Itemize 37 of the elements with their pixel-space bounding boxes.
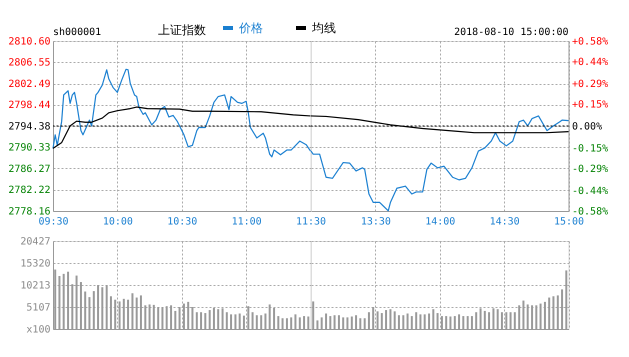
x-tick-label: 11:00 — [232, 216, 262, 228]
text: +0.29% — [572, 79, 608, 90]
y-tick-label: 2794.38 — [8, 122, 50, 132]
x-tick-label: 13:30 — [360, 216, 391, 228]
y-tick-label: x100 — [26, 324, 50, 336]
text: -0.58% — [572, 206, 608, 218]
text: 0.00% — [572, 122, 602, 132]
y-tick-label: 15320 — [20, 258, 50, 270]
x-tick-label: 09:30 — [38, 216, 69, 228]
text: -0.29% — [572, 164, 608, 175]
x-tick-label: 15:00 — [554, 216, 584, 228]
y-tick-label: 2802.49 — [8, 79, 50, 90]
x-tick-label: 11:30 — [296, 216, 326, 228]
legend-label: 价格 — [238, 21, 263, 35]
text: +0.58% — [572, 36, 608, 48]
legend-label: 均线 — [311, 21, 336, 35]
text: sh000001 — [53, 27, 102, 38]
y-tick-label: 2790.33 — [8, 142, 50, 154]
text: +0.44% — [572, 57, 608, 68]
y-tick-label: 20427 — [20, 236, 50, 248]
x-tick-label: 10:30 — [167, 216, 198, 228]
y-tick-label: 2782.22 — [8, 185, 50, 196]
x-tick-label: 10:00 — [102, 216, 133, 228]
y-tick-label: 10213 — [20, 280, 50, 292]
text: -0.44% — [572, 186, 608, 197]
y-tick-label: 2778.16 — [8, 206, 50, 218]
text: -0.15% — [572, 143, 608, 154]
text: 2018-08-10 15:00:00 — [454, 27, 568, 38]
x-tick-label: 14:30 — [490, 216, 520, 228]
x-tick-label: 14:00 — [425, 216, 456, 228]
chart-title: 上证指数 — [158, 23, 206, 37]
text: +0.15% — [572, 100, 608, 111]
y-tick-label: 2806.55 — [8, 58, 50, 69]
y-tick-label: 5107 — [26, 302, 50, 314]
y-tick-label: 2810.60 — [8, 36, 50, 48]
y-tick-label: 2798.44 — [8, 100, 50, 112]
y-tick-label: 2786.27 — [8, 164, 50, 175]
